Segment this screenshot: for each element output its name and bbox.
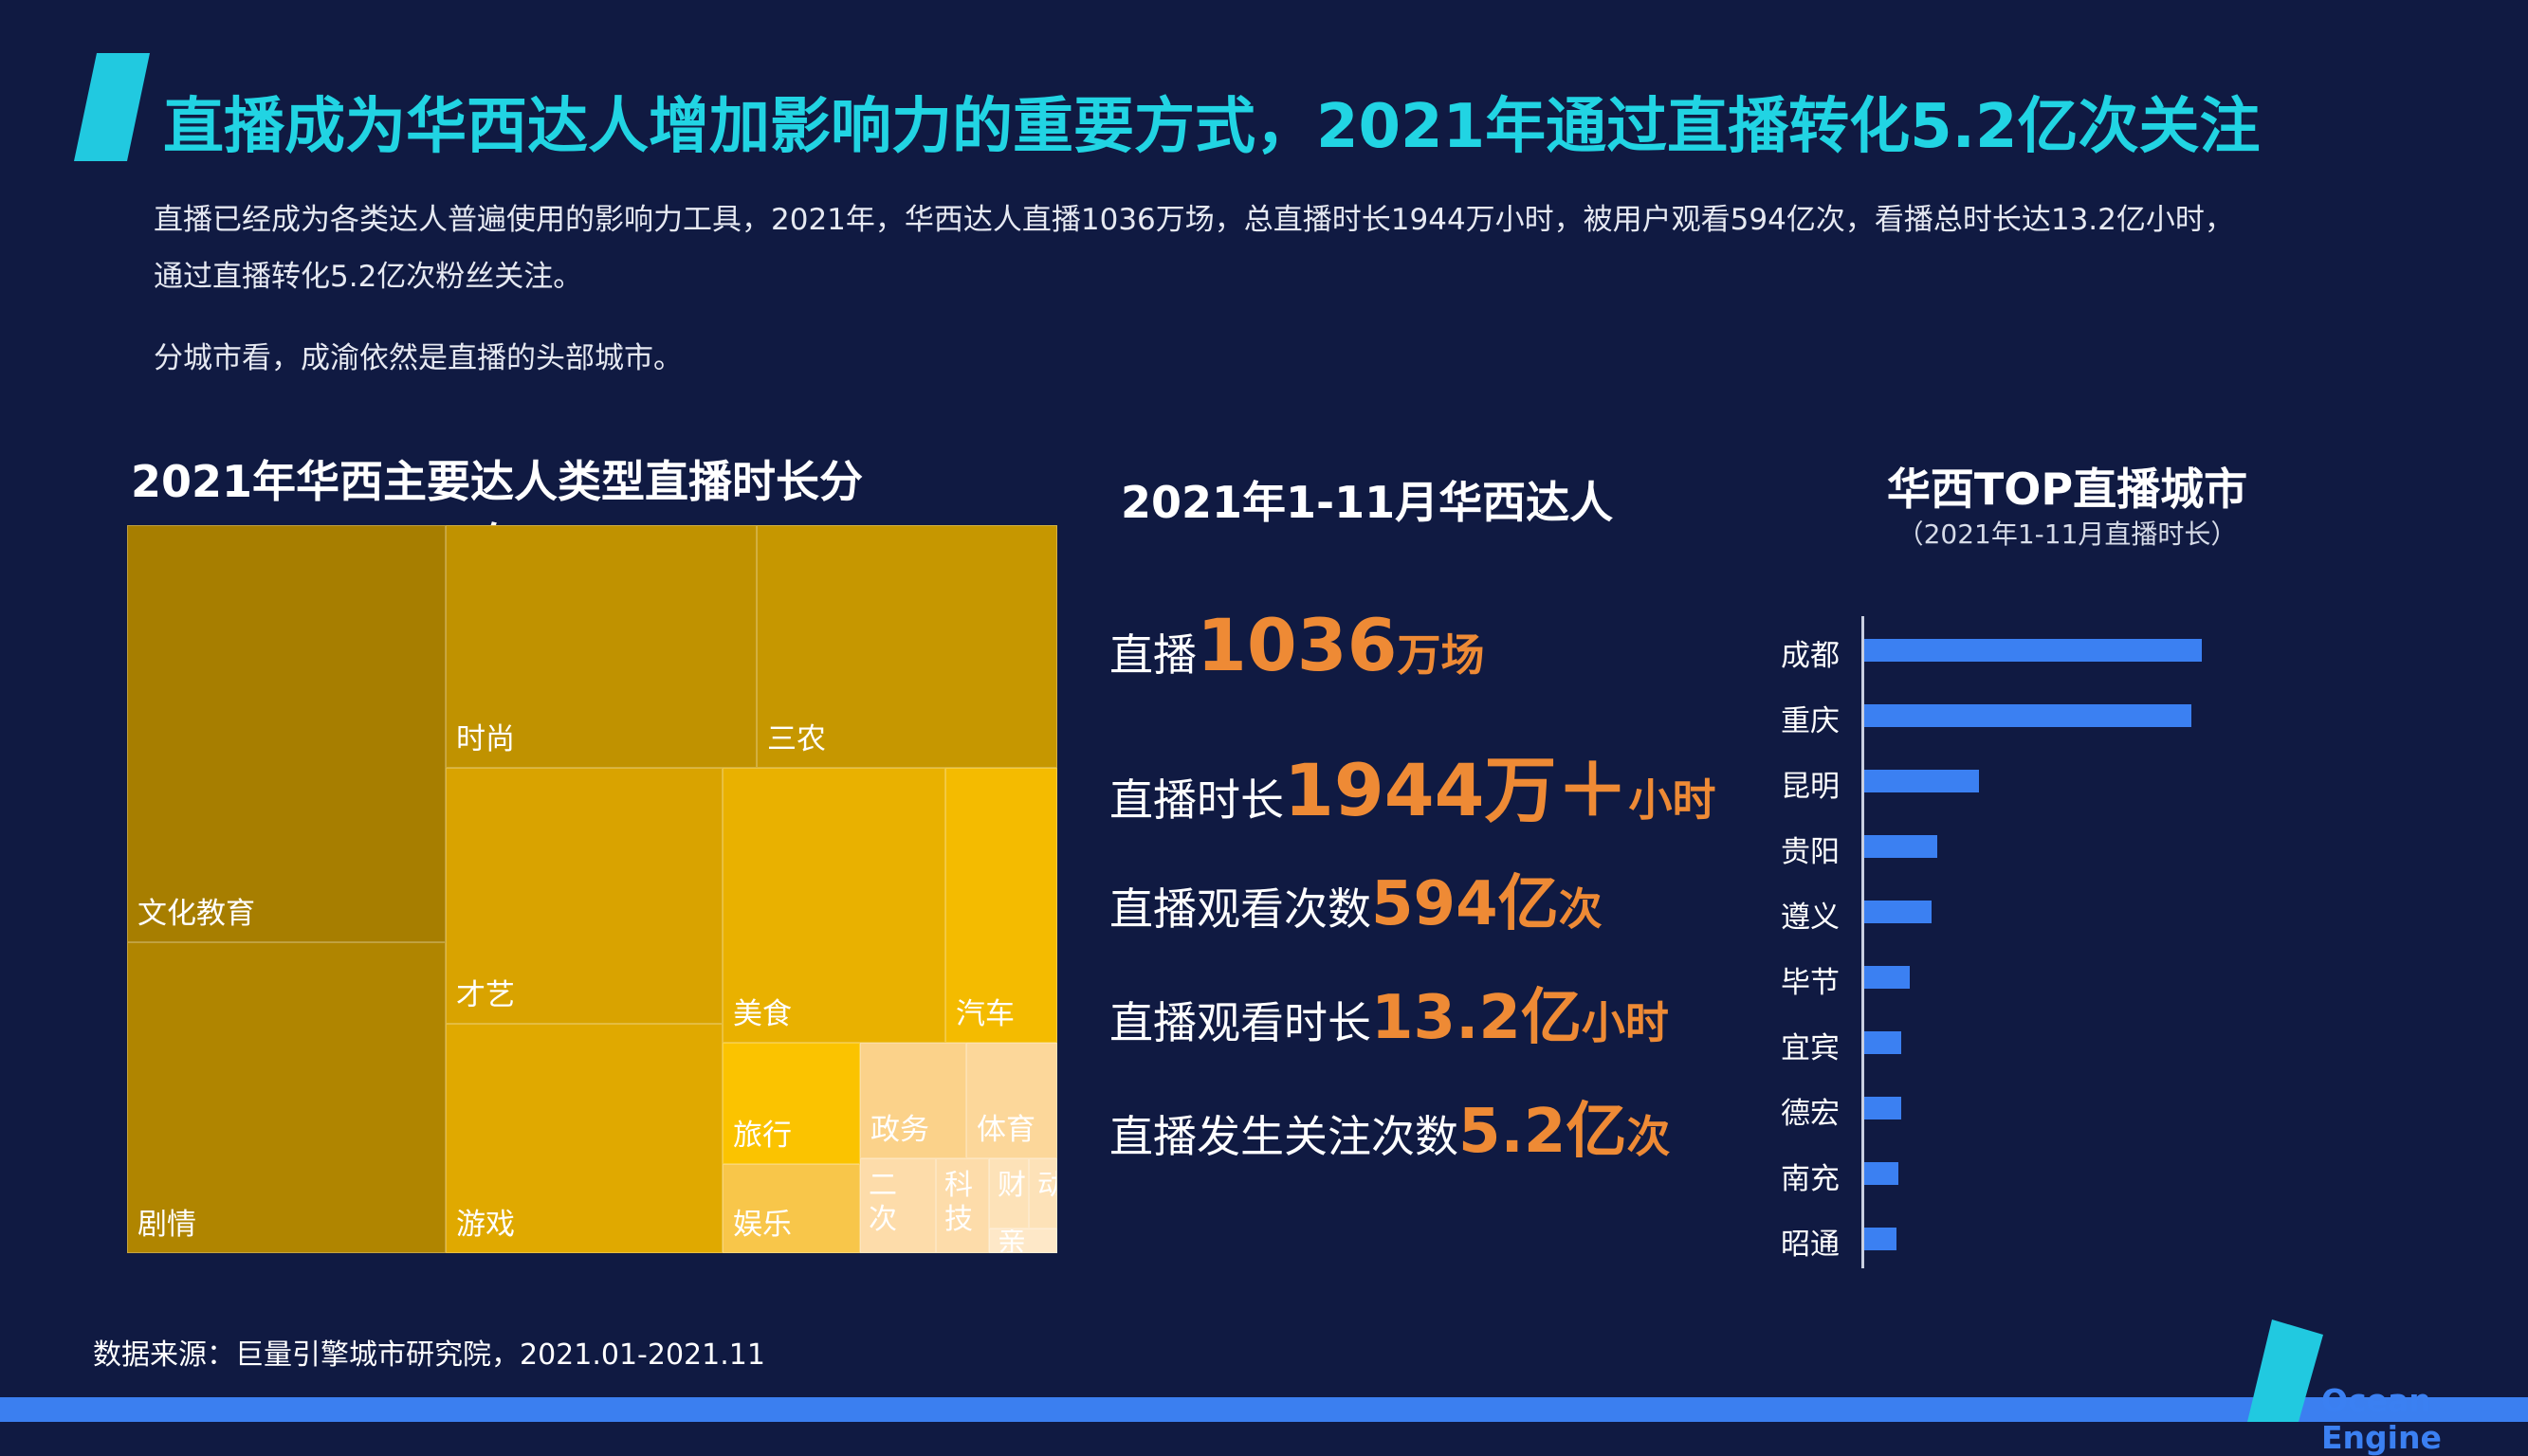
treemap-cell-game: 游戏 bbox=[446, 1024, 723, 1253]
title-accent-icon bbox=[74, 53, 150, 161]
bar-label: 昆明 bbox=[1781, 770, 1840, 804]
bar-label: 毕节 bbox=[1781, 966, 1840, 1000]
treemap-label-tech: 科技 bbox=[944, 1169, 973, 1236]
bar-label: 遵义 bbox=[1781, 901, 1840, 935]
treemap-label-gov: 政务 bbox=[870, 1113, 929, 1147]
bar-chart-subtitle: （2021年1-11月直播时长） bbox=[1896, 519, 2238, 550]
data-source: 数据来源：巨量引擎城市研究院，2021.01-2021.11 bbox=[93, 1338, 765, 1372]
treemap-cell-anim: 动 bbox=[1029, 1158, 1057, 1228]
page-title: 直播成为华西达人增加影响力的重要方式，2021年通过直播转化5.2亿次关注 bbox=[163, 92, 2261, 162]
bar bbox=[1864, 901, 1932, 923]
bar-label: 贵阳 bbox=[1781, 835, 1840, 869]
treemap-cell-culture: 文化教育 bbox=[127, 525, 446, 942]
bar-label: 昭通 bbox=[1781, 1228, 1840, 1262]
bar bbox=[1864, 704, 2191, 727]
bar-label: 宜宾 bbox=[1781, 1031, 1840, 1065]
treemap-label-agri: 三农 bbox=[767, 722, 826, 756]
stat-duration-number: 1944万＋ bbox=[1284, 748, 1629, 832]
treemap-cell-extra: 亲 bbox=[989, 1228, 1057, 1253]
stats-title: 2021年1-11月华西达人 bbox=[1121, 477, 1614, 528]
treemap-cell-agri: 三农 bbox=[757, 525, 1057, 768]
treemap-cell-fashion: 时尚 bbox=[446, 525, 757, 768]
stat-sessions-prefix: 直播 bbox=[1109, 629, 1197, 681]
bar-label: 德宏 bbox=[1781, 1097, 1840, 1131]
bar bbox=[1864, 1097, 1901, 1119]
treemap-label-sport: 体育 bbox=[977, 1113, 1035, 1147]
treemap-cell-drama: 剧情 bbox=[127, 942, 446, 1253]
stat-watch-time-unit: 小时 bbox=[1581, 997, 1669, 1048]
bar-label: 重庆 bbox=[1781, 704, 1840, 738]
treemap-cell-food: 美食 bbox=[723, 768, 945, 1043]
treemap-label-travel: 旅行 bbox=[733, 1119, 792, 1153]
bar bbox=[1864, 1031, 1901, 1054]
intro-line-3: 分城市看，成渝依然是直播的头部城市。 bbox=[154, 341, 683, 375]
stat-watch-time-number: 13.2亿 bbox=[1371, 983, 1582, 1053]
stat-duration: 直播时长1944万＋小时 bbox=[1109, 732, 1716, 836]
bar bbox=[1864, 639, 2202, 662]
bar bbox=[1864, 770, 1979, 792]
treemap-label-auto: 汽车 bbox=[956, 997, 1015, 1031]
stat-views-unit: 次 bbox=[1558, 883, 1603, 935]
treemap-label-culture: 文化教育 bbox=[137, 897, 255, 931]
stat-views: 直播观看次数594亿次 bbox=[1109, 855, 1603, 942]
stat-sessions-number: 1036 bbox=[1197, 603, 1398, 687]
stat-duration-prefix: 直播时长 bbox=[1109, 774, 1284, 826]
intro-line-2: 通过直播转化5.2亿次粉丝关注。 bbox=[154, 260, 583, 294]
bar bbox=[1864, 1162, 1898, 1185]
footer-band bbox=[0, 1397, 2528, 1422]
brand-name: Ocean Engine bbox=[2321, 1382, 2442, 1456]
bar-label: 成都 bbox=[1781, 639, 1840, 673]
treemap-label-talent: 才艺 bbox=[456, 978, 515, 1012]
stat-sessions: 直播1036万场 bbox=[1109, 603, 1485, 687]
stat-views-prefix: 直播观看次数 bbox=[1109, 883, 1371, 935]
stat-duration-unit: 小时 bbox=[1628, 774, 1716, 826]
treemap-cell-travel: 旅行 bbox=[723, 1043, 860, 1164]
treemap-label-fin: 财 bbox=[998, 1169, 1026, 1202]
treemap-cell-talent: 才艺 bbox=[446, 768, 723, 1024]
treemap-cell-fin: 财 bbox=[989, 1158, 1029, 1228]
treemap-cell-acg: 二次 bbox=[860, 1158, 936, 1253]
treemap-label-food: 美食 bbox=[733, 997, 792, 1031]
bar bbox=[1864, 1228, 1896, 1250]
intro-text: 直播已经成为各类达人普遍使用的影响力工具，2021年，华西达人直播1036万场，… bbox=[154, 191, 2335, 387]
stat-follows: 直播发生关注次数5.2亿次 bbox=[1109, 1083, 1670, 1170]
treemap-cell-tech: 科技 bbox=[936, 1158, 989, 1253]
brand-logo-icon bbox=[2247, 1320, 2323, 1422]
treemap-label-acg: 二次 bbox=[869, 1169, 897, 1236]
treemap-label-extra: 亲 bbox=[998, 1228, 1026, 1253]
stat-sessions-unit: 万场 bbox=[1397, 629, 1485, 681]
intro-line-1: 直播已经成为各类达人普遍使用的影响力工具，2021年，华西达人直播1036万场，… bbox=[154, 203, 2234, 237]
treemap-label-fashion: 时尚 bbox=[456, 722, 515, 756]
bar bbox=[1864, 966, 1910, 989]
treemap-label-game: 游戏 bbox=[456, 1208, 515, 1242]
bar bbox=[1864, 835, 1937, 858]
stat-watch-time: 直播观看时长13.2亿小时 bbox=[1109, 969, 1669, 1056]
treemap-cell-gov: 政务 bbox=[860, 1043, 966, 1158]
stat-follows-number: 5.2亿 bbox=[1458, 1097, 1627, 1167]
stat-views-number: 594亿 bbox=[1371, 869, 1559, 939]
bar-label: 南充 bbox=[1781, 1162, 1840, 1196]
bar-chart-axis bbox=[1861, 616, 1864, 1268]
treemap-label-ent: 娱乐 bbox=[733, 1208, 792, 1242]
bar-chart-title: 华西TOP直播城市 bbox=[1886, 464, 2248, 515]
stat-follows-prefix: 直播发生关注次数 bbox=[1109, 1111, 1458, 1162]
treemap-chart: 文化教育 剧情 时尚 三农 才艺 游戏 美食 汽车 旅行 娱乐 政务 体育 二次… bbox=[127, 525, 1057, 1253]
stat-follows-unit: 次 bbox=[1626, 1111, 1671, 1162]
treemap-cell-ent: 娱乐 bbox=[723, 1164, 860, 1253]
treemap-cell-auto: 汽车 bbox=[945, 768, 1057, 1043]
treemap-cell-sport: 体育 bbox=[966, 1043, 1057, 1158]
stat-watch-time-prefix: 直播观看时长 bbox=[1109, 997, 1371, 1048]
treemap-label-drama: 剧情 bbox=[137, 1208, 196, 1242]
treemap-label-anim: 动 bbox=[1037, 1169, 1056, 1203]
